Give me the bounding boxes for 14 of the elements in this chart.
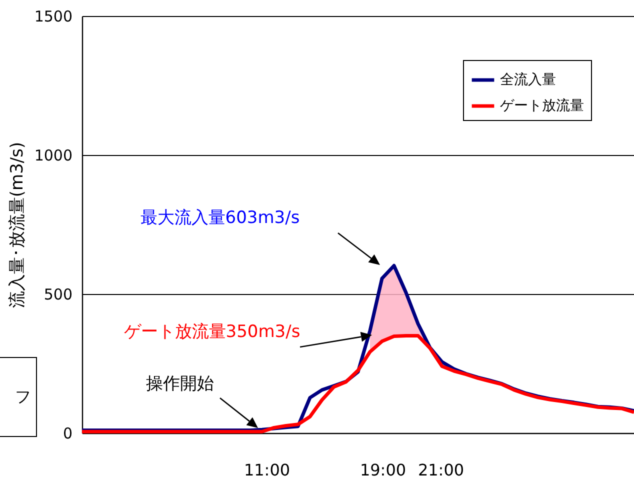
y-axis-title: 流入量･放流量(m3/s) bbox=[7, 142, 28, 308]
y-tick-label: 1000 bbox=[34, 146, 72, 164]
text: 11:00 bbox=[244, 460, 290, 479]
text-box: フ bbox=[0, 357, 37, 437]
annotation: 操作開始 bbox=[146, 374, 214, 394]
legend-label: ゲート放流量 bbox=[500, 98, 584, 114]
annotation: ゲート放流量350m3/s bbox=[124, 322, 300, 342]
y-tick-label: 0 bbox=[62, 424, 72, 442]
y-tick-label: 1500 bbox=[34, 8, 72, 26]
y-tick-label: 500 bbox=[44, 286, 72, 304]
legend-label: 全流入量 bbox=[500, 72, 556, 88]
annotation: 最大流入量603m3/s bbox=[140, 208, 300, 228]
text: 19:00 bbox=[360, 460, 406, 479]
text: 21:00 bbox=[418, 460, 464, 479]
